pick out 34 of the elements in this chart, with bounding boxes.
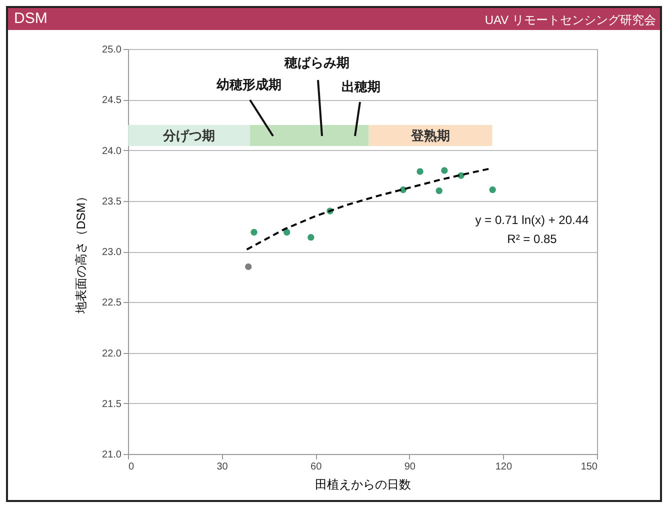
- band-label: 登熟期: [410, 128, 450, 143]
- x-tick-label: 150: [580, 462, 598, 472]
- x-tick-label: 0: [128, 462, 134, 472]
- point: [283, 228, 290, 236]
- point: [245, 263, 252, 270]
- point: [308, 234, 314, 241]
- x-axis-title: 田植えからの日数: [315, 478, 411, 492]
- point: [416, 168, 424, 175]
- y-tick-label: 21.5: [102, 398, 122, 410]
- point: [250, 228, 258, 236]
- annotation: y = 0.71 ln(x) + 20.44: [475, 213, 590, 227]
- point: [436, 187, 442, 194]
- x-tick-label: 90: [404, 462, 416, 472]
- annotation: 幼穂形成期: [216, 77, 282, 92]
- y-axis-title: 地表面の高さ（DSM）: [74, 190, 88, 314]
- x-tick-label: 30: [216, 462, 228, 472]
- annotation: 穂ばらみ期: [284, 55, 350, 70]
- y-tick-label: 21.0: [102, 450, 122, 460]
- chart-title: DSM: [14, 10, 48, 27]
- y-tick-label: 24.0: [102, 146, 122, 157]
- annotation: 出穂期: [342, 79, 380, 94]
- y-tick-label: 25.0: [102, 44, 122, 56]
- x-tick-label: 120: [495, 462, 512, 472]
- y-tick-label: 22.0: [102, 348, 122, 360]
- chart-subtitle: UAV リモートセンシング研究会: [484, 12, 656, 29]
- y-tick-label: 23.0: [102, 247, 122, 258]
- y-tick-label: 22.5: [102, 298, 122, 309]
- y-tick-label: 24.5: [102, 95, 122, 106]
- point: [441, 167, 448, 174]
- y-tick-label: 23.5: [102, 196, 122, 208]
- band-label: 分げつ期: [162, 128, 215, 143]
- x-tick-label: 60: [310, 462, 322, 472]
- point: [489, 186, 496, 194]
- annotation: R² = 0.85: [507, 232, 558, 246]
